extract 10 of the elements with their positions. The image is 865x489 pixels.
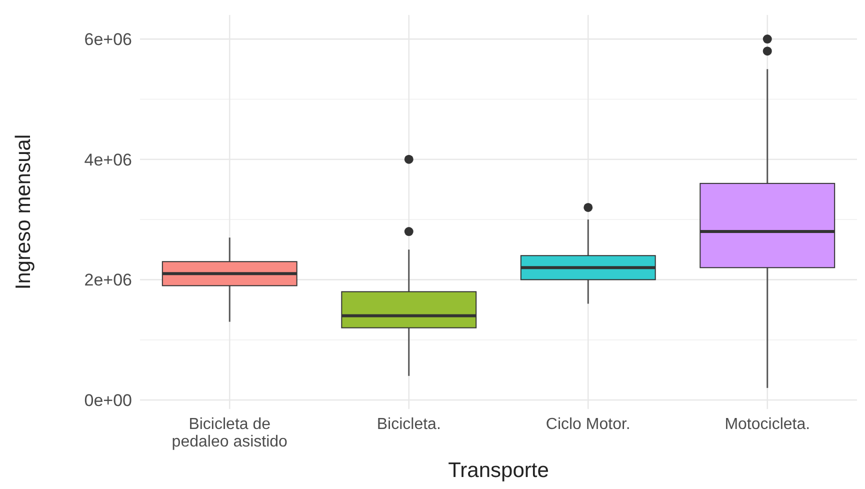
y-tick-label: 6e+06 — [84, 30, 132, 50]
y-axis-title: Ingreso mensual — [12, 134, 35, 290]
x-axis-title: Transporte — [448, 459, 549, 482]
x-tick-label: Bicicleta. — [376, 416, 441, 433]
y-tick-label: 2e+06 — [84, 270, 132, 290]
x-tick-label: Bicicleta de pedaleo asistido — [172, 416, 288, 451]
x-tick-label: Ciclo Motor. — [546, 416, 630, 433]
x-tick-label: Motocicleta. — [724, 416, 810, 433]
y-tick-label: 4e+06 — [84, 150, 132, 170]
y-tick-label: 0e+00 — [84, 390, 132, 410]
